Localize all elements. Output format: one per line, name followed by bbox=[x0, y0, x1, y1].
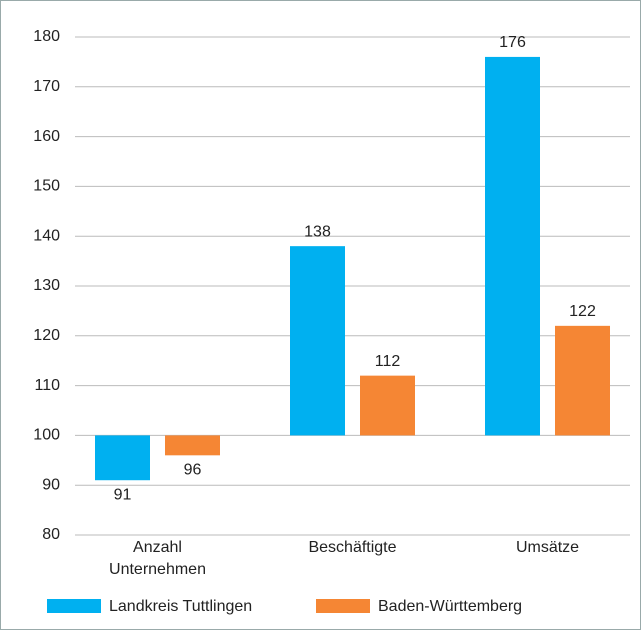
value-label: 138 bbox=[304, 223, 331, 240]
bar bbox=[290, 246, 345, 436]
y-tick-label: 180 bbox=[33, 28, 60, 45]
value-label: 122 bbox=[569, 303, 596, 320]
value-label: 96 bbox=[184, 462, 202, 479]
value-label: 91 bbox=[114, 486, 132, 503]
y-tick-label: 140 bbox=[33, 227, 60, 244]
legend-label: Landkreis Tuttlingen bbox=[109, 598, 252, 615]
y-tick-label: 110 bbox=[34, 377, 60, 394]
legend-label: Baden-Württemberg bbox=[378, 598, 522, 615]
bar bbox=[165, 435, 220, 456]
bar bbox=[555, 325, 610, 436]
bar bbox=[95, 435, 150, 481]
y-tick-label: 130 bbox=[33, 277, 60, 294]
x-tick-label: Umsätze bbox=[515, 539, 580, 556]
y-tick-label: 150 bbox=[33, 178, 60, 195]
legend-swatch bbox=[47, 599, 101, 613]
y-tick-label: 160 bbox=[33, 128, 60, 145]
y-tick-label: 90 bbox=[42, 476, 60, 493]
x-tick-label: Anzahl Unternehmen bbox=[109, 539, 206, 578]
value-label: 176 bbox=[499, 34, 526, 51]
y-tick-label: 120 bbox=[33, 327, 60, 344]
bar bbox=[485, 56, 540, 436]
legend-swatch bbox=[316, 599, 370, 613]
bar bbox=[360, 375, 415, 436]
value-label: 112 bbox=[375, 353, 401, 370]
x-tick-label: Beschäftigte bbox=[308, 539, 397, 556]
y-tick-label: 100 bbox=[33, 427, 60, 444]
y-tick-label: 80 bbox=[42, 526, 60, 543]
y-tick-label: 170 bbox=[33, 78, 60, 95]
